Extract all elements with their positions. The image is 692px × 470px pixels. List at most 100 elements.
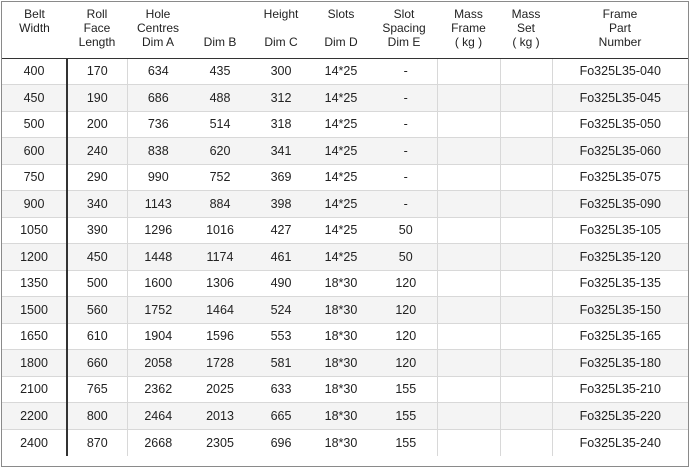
belt-width-cell: 1200 bbox=[2, 243, 68, 271]
mass-frame-cell bbox=[436, 349, 501, 377]
roll-face-length-cell: 450 bbox=[67, 243, 128, 271]
roll-face-length-cell: 610 bbox=[67, 323, 128, 350]
dim-e-cell: - bbox=[371, 190, 437, 218]
dim-a-cell: 634 bbox=[127, 58, 189, 85]
dim-a-cell: 2464 bbox=[127, 402, 189, 430]
mass-frame-cell bbox=[436, 58, 501, 85]
belt-width-cell: 750 bbox=[2, 164, 68, 191]
dim-a-cell: 686 bbox=[127, 84, 189, 112]
dim-a-cell: 1600 bbox=[127, 270, 189, 297]
dim-c-cell: 581 bbox=[251, 349, 311, 377]
mass-frame-cell bbox=[436, 111, 501, 138]
frame-part-number-cell: Fo325L35-075 bbox=[552, 164, 688, 191]
dim-b-cell: 514 bbox=[189, 111, 251, 138]
dim-b-cell: 1464 bbox=[189, 296, 251, 324]
dim-e-cell: 50 bbox=[371, 217, 437, 244]
table-row: 2100 765 2362 2025 633 18*30 155 Fo325L35-210 bbox=[2, 376, 688, 403]
dim-c-cell: 318 bbox=[251, 111, 311, 138]
mass-frame-cell bbox=[436, 429, 501, 456]
header-frame-part-number: Frame Part Number bbox=[552, 2, 688, 59]
mass-frame-cell bbox=[436, 376, 501, 403]
header-belt-width: Belt Width bbox=[2, 2, 67, 59]
dim-a-cell: 838 bbox=[127, 137, 189, 165]
roll-face-length-cell: 765 bbox=[67, 376, 128, 403]
belt-width-cell: 450 bbox=[2, 84, 68, 112]
table-row: 400 170 634 435 300 14*25- Fo325L35-040 bbox=[2, 58, 688, 85]
dim-a-cell: 1752 bbox=[127, 296, 189, 324]
dim-a-cell: 1296 bbox=[127, 217, 189, 244]
dim-c-cell: 398 bbox=[251, 190, 311, 218]
frame-part-number-cell: Fo325L35-045 bbox=[552, 84, 688, 112]
belt-width-cell: 1350 bbox=[2, 270, 68, 297]
roll-face-length-cell: 170 bbox=[67, 58, 128, 85]
mass-frame-cell bbox=[436, 402, 501, 430]
dim-d-cell: 14*25 bbox=[311, 243, 371, 271]
mass-frame-cell bbox=[436, 84, 501, 112]
dim-e-cell: - bbox=[371, 164, 437, 191]
dim-e-cell: 155 bbox=[371, 429, 437, 456]
dim-d-cell: 14*25 bbox=[311, 111, 371, 138]
roll-face-length-cell: 290 bbox=[67, 164, 128, 191]
mass-set-cell bbox=[500, 376, 553, 403]
roll-face-length-cell: 560 bbox=[67, 296, 128, 324]
frame-part-number-cell: Fo325L35-105 bbox=[552, 217, 688, 244]
table-row: 1500 560 1752 1464 524 18*30 120 Fo325L35-150 bbox=[2, 296, 688, 324]
dim-b-cell: 1306 bbox=[189, 270, 251, 297]
dim-c-cell: 524 bbox=[251, 296, 311, 324]
mass-set-cell bbox=[500, 349, 553, 377]
dim-b-cell: 435 bbox=[189, 58, 251, 85]
dim-b-cell: 752 bbox=[189, 164, 251, 191]
belt-width-cell: 2200 bbox=[2, 402, 68, 430]
roll-face-length-cell: 340 bbox=[67, 190, 128, 218]
frame-part-number-cell: Fo325L35-120 bbox=[552, 243, 688, 271]
table-row: 500 200 736 514 318 14*25- Fo325L35-050 bbox=[2, 111, 688, 138]
belt-width-cell: 400 bbox=[2, 58, 68, 85]
belt-width-cell: 2400 bbox=[2, 429, 68, 456]
frame-part-number-cell: Fo325L35-135 bbox=[552, 270, 688, 297]
roll-face-length-cell: 190 bbox=[67, 84, 128, 112]
table-row: 1350 500 1600 1306 490 18*30 120 Fo325L35-135 bbox=[2, 270, 688, 297]
mass-set-cell bbox=[500, 402, 553, 430]
frame-part-number-cell: Fo325L35-220 bbox=[552, 402, 688, 430]
mass-set-cell bbox=[500, 58, 553, 85]
dim-a-cell: 2668 bbox=[127, 429, 189, 456]
mass-frame-cell bbox=[436, 296, 501, 324]
table-row: 900 340 1143 884 398 14*25- Fo325L35-090 bbox=[2, 190, 688, 218]
dim-a-cell: 1448 bbox=[127, 243, 189, 271]
dim-c-cell: 341 bbox=[251, 137, 311, 165]
dim-d-cell: 18*30 bbox=[311, 270, 371, 297]
dim-a-cell: 2362 bbox=[127, 376, 189, 403]
dim-c-cell: 553 bbox=[251, 323, 311, 350]
mass-frame-cell bbox=[436, 217, 501, 244]
table-row: 2200 800 2464 2013 665 18*30 155 Fo325L35-220 bbox=[2, 402, 688, 430]
mass-set-cell bbox=[500, 217, 553, 244]
belt-width-cell: 1650 bbox=[2, 323, 68, 350]
mass-set-cell bbox=[500, 296, 553, 324]
belt-width-cell: 1800 bbox=[2, 349, 68, 377]
dim-c-cell: 312 bbox=[251, 84, 311, 112]
roll-face-length-cell: 200 bbox=[67, 111, 128, 138]
roll-face-length-cell: 390 bbox=[67, 217, 128, 244]
dim-a-cell: 990 bbox=[127, 164, 189, 191]
dim-b-cell: 884 bbox=[189, 190, 251, 218]
dim-c-cell: 461 bbox=[251, 243, 311, 271]
header-roll-face-length: Roll Face Length bbox=[67, 2, 127, 59]
dim-b-cell: 2305 bbox=[189, 429, 251, 456]
dim-d-cell: 18*30 bbox=[311, 323, 371, 350]
table-row: 1200 450 1448 1174 461 14*25 50 Fo325L35-120 bbox=[2, 243, 688, 271]
frame-part-number-cell: Fo325L35-165 bbox=[552, 323, 688, 350]
belt-width-cell: 1050 bbox=[2, 217, 68, 244]
frame-dimensions-table: Belt Width Roll Face Length Hole Centres… bbox=[2, 2, 688, 456]
header-slots-dim-d: Slots Dim D bbox=[311, 2, 371, 59]
dim-c-cell: 665 bbox=[251, 402, 311, 430]
mass-set-cell bbox=[500, 429, 553, 456]
dim-e-cell: 120 bbox=[371, 270, 437, 297]
header-dim-b: Dim B bbox=[189, 2, 251, 59]
dim-e-cell: 155 bbox=[371, 402, 437, 430]
dim-a-cell: 736 bbox=[127, 111, 189, 138]
dim-b-cell: 1016 bbox=[189, 217, 251, 244]
dim-a-cell: 2058 bbox=[127, 349, 189, 377]
dim-d-cell: 18*30 bbox=[311, 376, 371, 403]
table-row: 1650 610 1904 1596 553 18*30 120 Fo325L35-165 bbox=[2, 323, 688, 350]
